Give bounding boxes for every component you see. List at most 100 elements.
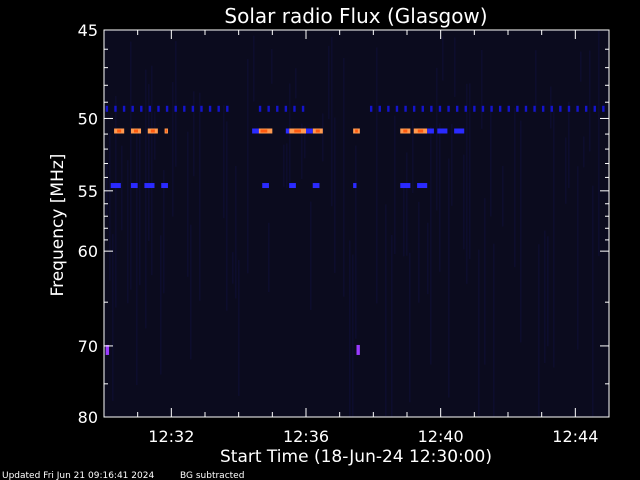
footer-updated: Updated Fri Jun 21 09:16:41 2024 — [2, 471, 154, 480]
noise-streak — [343, 57, 345, 297]
emission-mark — [114, 105, 117, 112]
noise-streak — [376, 47, 378, 304]
noise-streak — [235, 166, 237, 299]
emission-mark — [284, 105, 288, 112]
noise-streak — [109, 132, 111, 281]
x-tick-label: 12:44 — [552, 427, 598, 446]
emission-mark — [567, 105, 571, 112]
noise-streak — [295, 68, 297, 99]
noise-streak — [448, 158, 450, 398]
noise-streak — [268, 222, 270, 293]
noise-streak — [451, 124, 453, 206]
noise-streak — [463, 154, 465, 250]
noise-streak — [283, 144, 285, 187]
y-tick-label: 60 — [78, 242, 98, 261]
emission-mark — [105, 344, 110, 355]
emission-mark — [369, 105, 373, 112]
emission-mark — [541, 105, 545, 112]
noise-streak — [238, 260, 240, 396]
noise-streak — [139, 127, 141, 286]
noise-streak — [502, 165, 504, 227]
noise-streak — [112, 234, 114, 401]
emission-mark — [161, 183, 168, 189]
emission-mark — [148, 105, 152, 112]
emission-mark — [550, 105, 553, 112]
noise-streak — [568, 101, 570, 189]
emission-peak — [150, 129, 155, 133]
noise-streak — [547, 236, 549, 347]
emission-peak — [117, 129, 122, 133]
emission-mark — [421, 105, 424, 112]
emission-mark — [110, 183, 121, 189]
emission-peak — [355, 129, 358, 133]
noise-streak — [583, 136, 585, 168]
noise-streak — [553, 110, 555, 368]
emission-mark — [400, 183, 411, 189]
noise-streak — [106, 160, 108, 218]
x-tick-label: 12:32 — [148, 427, 194, 446]
plot-area — [104, 30, 609, 417]
emission-peak — [417, 129, 424, 133]
emission-mark — [262, 183, 269, 189]
chart-title: Solar radio Flux (Glasgow) — [224, 4, 487, 28]
emission-mark — [498, 105, 502, 112]
y-axis-label: Frequency [MHz] — [48, 154, 68, 297]
noise-streak — [355, 145, 357, 339]
noise-streak — [592, 185, 594, 417]
emission-mark — [105, 105, 109, 112]
emission-mark — [289, 183, 296, 189]
plot-frame — [103, 29, 610, 418]
noise-streak — [535, 50, 537, 114]
noise-streak — [394, 115, 396, 255]
noise-streak — [349, 240, 351, 417]
emission-mark — [584, 105, 588, 112]
noise-streak — [121, 145, 123, 231]
emission-mark — [208, 105, 212, 112]
noise-streak — [163, 170, 165, 294]
noise-streak — [439, 123, 441, 272]
emission-peak — [315, 129, 320, 133]
noise-streak — [391, 234, 393, 417]
noise-streak — [403, 187, 405, 257]
noise-streak — [427, 222, 429, 295]
y-tick-label: 45 — [78, 21, 98, 40]
emission-mark — [131, 105, 134, 112]
emission-mark — [217, 105, 220, 112]
emission-mark — [226, 105, 229, 112]
noise-streak — [232, 252, 234, 284]
noise-streak — [598, 30, 600, 257]
emission-mark — [438, 105, 442, 112]
emission-mark — [252, 128, 259, 134]
noise-streak — [490, 111, 492, 217]
noise-streak — [127, 160, 129, 304]
noise-streak — [469, 83, 471, 260]
emission-mark — [427, 128, 434, 134]
noise-streak — [322, 113, 324, 162]
emission-mark — [430, 105, 433, 112]
emission-mark — [285, 128, 290, 134]
emission-mark — [447, 105, 450, 112]
noise-streak — [328, 45, 330, 120]
y-tick-label: 80 — [78, 408, 98, 427]
emission-mark — [301, 105, 305, 112]
emission-mark — [267, 105, 270, 112]
emission-mark — [312, 183, 320, 189]
emission-mark — [130, 183, 138, 189]
y-axis: 45 50 55 60 70 80 — [78, 21, 609, 427]
noise-streak — [442, 36, 444, 81]
noise-streak — [352, 254, 354, 417]
emission-mark — [602, 105, 605, 112]
noise-streak — [199, 92, 201, 301]
noise-streak — [436, 67, 438, 211]
noise-streak — [310, 201, 312, 310]
x-axis: 12:32 12:36 12:40 12:44 — [103, 30, 610, 446]
noise-streak — [223, 105, 225, 219]
noise-streak — [493, 243, 495, 417]
noise-streak — [466, 83, 468, 284]
noise-streak — [130, 41, 132, 290]
noise-streak — [136, 133, 138, 386]
emission-mark — [404, 105, 407, 112]
emission-mark — [559, 105, 562, 112]
noise-streak — [175, 41, 177, 167]
